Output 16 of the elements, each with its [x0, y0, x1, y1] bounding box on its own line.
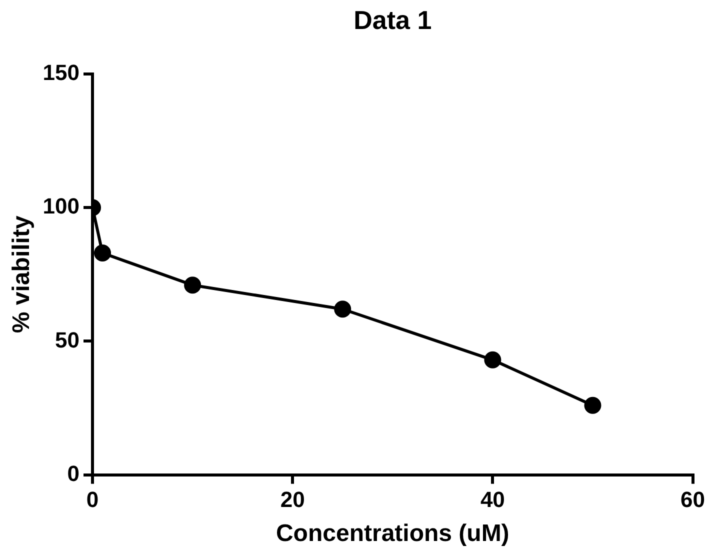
point: [484, 351, 502, 368]
point: [334, 300, 352, 318]
x-tick-label: 40: [480, 487, 505, 512]
x-tick-label: 60: [680, 487, 706, 512]
point: [584, 396, 602, 414]
y-tick-label: 0: [67, 460, 80, 486]
point: [94, 244, 112, 262]
y-tick-label: 100: [42, 194, 80, 219]
x-tick-label: 0: [86, 487, 99, 512]
y-axis-title: % viability: [8, 215, 36, 334]
y-tick-label: 50: [55, 327, 80, 352]
chart-title: Data 1: [354, 5, 432, 36]
x-tick-label: 20: [280, 487, 305, 512]
point: [184, 276, 202, 294]
y-tick-label: 150: [42, 60, 80, 86]
x-axis-title: Concentrations (uM): [276, 520, 510, 548]
